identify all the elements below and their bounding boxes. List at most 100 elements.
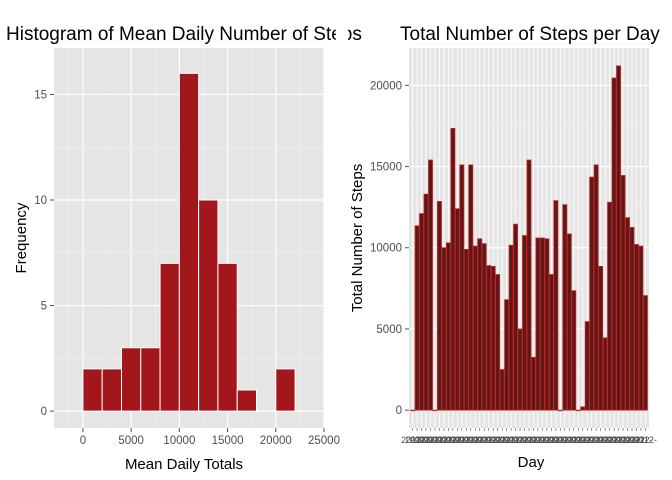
daily-x-tick-label: 2012-: [491, 435, 514, 445]
daily-bar: [625, 217, 630, 411]
histogram-bar: [121, 347, 142, 412]
histogram-y-ticks: 0 5 10 15: [34, 89, 54, 418]
daily-bar: [553, 200, 559, 411]
daily-bar: [432, 409, 438, 412]
histogram-y-tick-label: 10: [34, 195, 47, 207]
daily-y-tick-label: 10000: [370, 243, 402, 255]
daily-y-tick-label: 15000: [370, 162, 402, 174]
daily-x-tick-label: 2012-: [414, 435, 437, 445]
daily-bar: [602, 337, 608, 411]
daily-bar: [589, 176, 595, 411]
daily-x-tick-label: 2012-: [450, 435, 473, 445]
daily-bar: [486, 265, 492, 411]
histogram-bar: [198, 199, 219, 412]
daily-bar: [566, 233, 572, 411]
daily-x-tick-label: 2012-: [567, 435, 590, 445]
daily-bar: [634, 244, 639, 411]
daily-x-tick-label: 2012-: [522, 435, 545, 445]
panel-separator: [336, 0, 348, 60]
daily-x-tick-label: 2012-: [513, 435, 536, 445]
daily-bar: [468, 164, 474, 411]
daily-x-tick-label: 2012-: [401, 435, 424, 445]
daily-title: Total Number of Steps per Day: [400, 24, 660, 45]
daily-x-tick-label: 2012-: [464, 435, 487, 445]
histogram-x-tick-label: 5000: [118, 435, 144, 447]
histogram-x-ticks: 0 5000 10000 15000 20000 25000: [80, 428, 340, 447]
daily-x-tick-label: 2012-: [625, 435, 648, 445]
daily-x-tick-label: 2012-: [428, 435, 451, 445]
daily-bar: [643, 295, 648, 411]
daily-bar: [593, 164, 599, 411]
daily-bar: [454, 208, 460, 411]
daily-x-tick-label: 2012-: [540, 435, 563, 445]
daily-bar: [544, 238, 550, 411]
histogram-bars: [82, 72, 296, 412]
daily-bar: [495, 274, 501, 411]
daily-bar: [607, 201, 613, 411]
daily-x-tick-label: 2012-: [410, 435, 433, 445]
daily-bar: [584, 321, 590, 411]
daily-x-ticks: 2012-2012-2012-2012-2012-2012-2012-2012-…: [401, 428, 657, 445]
daily-x-tick-label: 2012-: [459, 435, 482, 445]
daily-x-tick-label: 2012-: [517, 435, 540, 445]
daily-x-tick-label: 2012-: [549, 435, 572, 445]
daily-x-tick-label: 2012-: [455, 435, 478, 445]
daily-bar: [598, 266, 604, 411]
daily-x-axis-label: Day: [518, 454, 545, 471]
daily-y-ticks: 0 5000 10000 15000 20000: [370, 80, 409, 417]
daily-x-tick-label: 2012-: [477, 435, 500, 445]
daily-bar: [517, 328, 523, 411]
histogram-x-tick-label: 15000: [212, 435, 244, 447]
histogram-y-tick-label: 5: [41, 301, 47, 313]
daily-bar: [450, 127, 456, 411]
daily-bar: [481, 243, 487, 411]
daily-bar: [571, 290, 577, 411]
daily-bar: [638, 245, 644, 411]
daily-y-axis-label: Total Number of Steps: [349, 164, 366, 312]
histogram-x-tick-label: 25000: [308, 435, 340, 447]
daily-bar: [499, 369, 505, 411]
daily-bar: [575, 409, 581, 412]
daily-bars: [410, 65, 648, 412]
daily-x-tick-label: 2012-: [437, 435, 460, 445]
histogram-bar: [178, 72, 200, 412]
daily-bar: [410, 409, 415, 412]
daily-x-tick-label: 2012-: [553, 435, 576, 445]
daily-bar: [414, 225, 420, 411]
daily-bar: [548, 274, 554, 411]
daily-x-tick-label: 2012-: [526, 435, 549, 445]
histogram-bar: [82, 368, 103, 412]
daily-x-tick-label: 2012-: [544, 435, 567, 445]
daily-x-tick-label: 2012-: [620, 435, 643, 445]
daily-x-tick-label: 2012-: [441, 435, 464, 445]
daily-x-tick-label: 2012-: [616, 435, 639, 445]
histogram-bar: [217, 262, 238, 412]
histogram-x-tick-label: 10000: [163, 435, 195, 447]
daily-x-tick-label: 2012-: [629, 435, 652, 445]
daily-bar: [526, 159, 532, 411]
daily-bar: [445, 242, 451, 411]
histogram-x-tick-label: 20000: [260, 435, 292, 447]
daily-bar: [508, 244, 514, 411]
daily-x-tick-label: 2012-: [473, 435, 496, 445]
daily-x-tick-label: 2012-: [634, 435, 657, 445]
daily-x-tick-label: 2012-: [585, 435, 608, 445]
daily-bar: [616, 65, 621, 411]
daily-bar: [459, 164, 465, 411]
daily-x-tick-label: 2012-: [406, 435, 429, 445]
histogram-y-axis-label: Frequency: [13, 202, 30, 273]
daily-bar: [629, 227, 635, 411]
daily-x-tick-label: 2012-: [589, 435, 612, 445]
histogram-bar: [236, 389, 257, 412]
daily-x-tick-label: 2012-: [598, 435, 621, 445]
histogram-y-tick-label: 15: [34, 89, 47, 101]
daily-bar: [531, 356, 536, 411]
daily-bar: [490, 266, 496, 411]
daily-x-tick-label: 2012-: [432, 435, 455, 445]
daily-bar: [504, 299, 510, 411]
histogram-y-tick-label: 0: [41, 406, 47, 418]
daily-bar: [419, 213, 424, 411]
histogram-x-axis-label: Mean Daily Totals: [125, 456, 243, 473]
daily-bar: [620, 175, 626, 411]
